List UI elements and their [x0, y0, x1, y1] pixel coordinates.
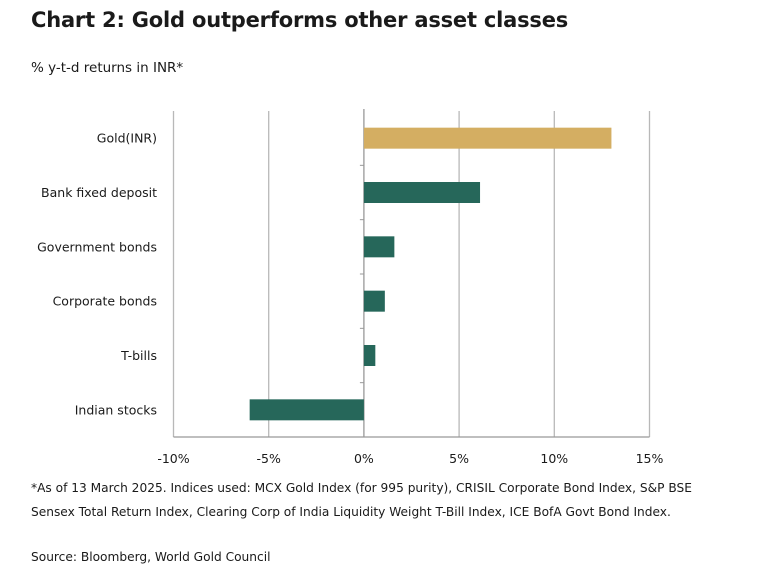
x-tick-label: 0%: [354, 451, 374, 466]
category-label: T-bills: [120, 348, 157, 363]
chart-subtitle: % y-t-d returns in INR*: [31, 60, 184, 76]
source-note: Source: Bloomberg, World Gold Council: [31, 550, 271, 564]
bar-government-bonds: [363, 236, 395, 258]
x-tick-label: 15%: [636, 451, 664, 466]
category-label: Gold(INR): [97, 131, 157, 146]
bar-indian-stocks: [249, 399, 364, 421]
category-label: Corporate bonds: [53, 294, 157, 309]
x-tick-label: -10%: [157, 451, 189, 466]
x-tick-label: -5%: [257, 451, 281, 466]
footnote: *As of 13 March 2025. Indices used: MCX …: [31, 481, 692, 519]
bar-gold-inr: [363, 127, 612, 149]
bar-corporate-bonds: [363, 290, 385, 312]
bar-t-bills: [363, 345, 376, 366]
category-label: Indian stocks: [75, 402, 157, 417]
x-tick-label: 5%: [449, 451, 469, 466]
chart-title: Chart 2: Gold outperforms other asset cl…: [31, 8, 569, 32]
bar-bank-fixed-deposit: [363, 182, 481, 203]
category-label: Bank fixed deposit: [41, 185, 157, 200]
x-tick-label: 10%: [540, 451, 568, 466]
category-label: Government bonds: [37, 239, 157, 254]
